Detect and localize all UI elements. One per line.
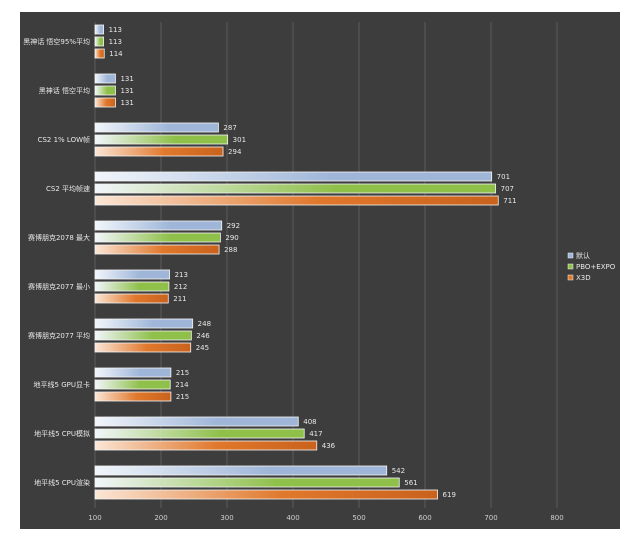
data-label: 213	[175, 271, 188, 279]
data-label: 711	[503, 197, 516, 205]
legend-label: 默认	[576, 251, 590, 260]
bar-3-0	[94, 171, 493, 182]
data-label: 214	[175, 381, 189, 389]
category-label: 地平线5 CPU模拟	[34, 429, 90, 438]
bar-8-0	[94, 416, 299, 427]
x-axis-ticks: 100 200 300 400 500 600 700 800	[88, 514, 563, 522]
category-label: 黑神话 悟空95%平均	[23, 37, 90, 46]
data-label: 113	[109, 38, 122, 46]
category-label: 赛博朋克2077 平均	[28, 331, 90, 340]
bar-0-0	[94, 24, 104, 35]
legend-swatch	[567, 263, 574, 270]
data-label: 290	[225, 234, 238, 242]
bar-7-1	[94, 379, 171, 390]
bar-4-0	[94, 220, 223, 231]
bar-8-1	[94, 428, 305, 439]
bar-4-2	[94, 244, 220, 255]
x-tick-label: 500	[352, 514, 365, 522]
bar-4-1	[94, 232, 221, 243]
category-label: 地平线5 CPU渲染	[34, 478, 90, 487]
data-label: 211	[173, 295, 186, 303]
bar-5-1	[94, 281, 170, 292]
legend: 默认 PBO+EXPO X3D	[567, 251, 616, 282]
data-label: 408	[303, 418, 316, 426]
category-label: 黑神话 悟空平均	[39, 86, 90, 95]
x-tick-label: 100	[88, 514, 101, 522]
data-label: 248	[198, 320, 211, 328]
bar-3-1	[94, 183, 497, 194]
x-tick-label: 800	[550, 514, 563, 522]
bar-6-1	[94, 330, 192, 341]
labels: 113 113 114 黑神话 悟空95%平均 131 131 131 黑神话 悟空平均 287…	[23, 26, 516, 499]
bar-8-2	[94, 440, 318, 451]
bars	[94, 24, 499, 500]
bar-7-2	[94, 391, 172, 402]
data-label: 215	[176, 393, 189, 401]
bar-9-2	[94, 489, 438, 500]
data-label: 436	[322, 442, 336, 450]
category-label: 地平线5 GPU显卡	[34, 380, 90, 389]
data-label: 707	[501, 185, 514, 193]
data-label: 294	[228, 148, 242, 156]
legend-label: X3D	[576, 274, 591, 282]
data-label: 301	[233, 136, 246, 144]
bar-0-1	[94, 36, 104, 47]
x-tick-label: 700	[484, 514, 497, 522]
data-label: 288	[224, 246, 237, 254]
data-label: 113	[109, 26, 122, 34]
bar-7-0	[94, 367, 172, 378]
data-label: 131	[120, 87, 133, 95]
bar-6-2	[94, 342, 192, 353]
data-label: 246	[196, 332, 210, 340]
bar-6-0	[94, 318, 194, 329]
data-label: 417	[309, 430, 322, 438]
data-label: 619	[443, 491, 456, 499]
data-label: 215	[176, 369, 189, 377]
data-label: 131	[120, 75, 133, 83]
bar-2-0	[94, 122, 219, 133]
data-label: 212	[174, 283, 187, 291]
bar-1-1	[94, 85, 116, 96]
legend-swatch	[567, 252, 574, 259]
category-label: CS2 平均帧速	[46, 184, 90, 193]
x-tick-label: 300	[220, 514, 233, 522]
data-label: 287	[223, 124, 236, 132]
x-tick-label: 200	[154, 514, 167, 522]
category-label: CS2 1% LOW帧	[38, 135, 90, 144]
legend-swatch	[567, 274, 574, 281]
bar-2-1	[94, 134, 229, 145]
data-label: 561	[404, 479, 417, 487]
bar-5-2	[94, 293, 169, 304]
data-label: 131	[120, 99, 133, 107]
data-label: 245	[196, 344, 209, 352]
bar-1-0	[94, 73, 116, 84]
bar-2-2	[94, 146, 224, 157]
x-tick-label: 600	[418, 514, 431, 522]
x-tick-label: 400	[286, 514, 299, 522]
data-label: 292	[227, 222, 240, 230]
category-label: 赛博朋克2077 最小	[28, 282, 90, 291]
bar-5-0	[94, 269, 170, 280]
bar-9-1	[94, 477, 400, 488]
data-label: 542	[392, 467, 405, 475]
bar-0-2	[94, 48, 105, 59]
bar-3-2	[94, 195, 499, 206]
legend-label: PBO+EXPO	[576, 263, 616, 271]
data-label: 114	[109, 50, 123, 58]
category-label: 赛博朋克2078 最大	[28, 233, 90, 242]
bar-1-2	[94, 97, 116, 108]
data-label: 701	[497, 173, 510, 181]
bar-9-0	[94, 465, 388, 476]
